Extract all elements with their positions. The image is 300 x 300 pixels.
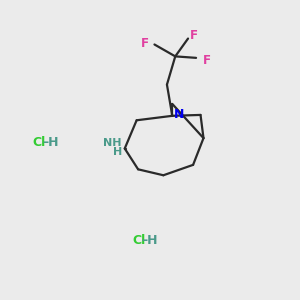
Text: F: F	[202, 54, 211, 67]
Text: –H: –H	[142, 234, 158, 247]
Text: H: H	[112, 147, 122, 157]
Text: Cl: Cl	[32, 136, 46, 149]
Text: NH: NH	[103, 138, 122, 148]
Text: Cl: Cl	[132, 234, 145, 247]
Text: F: F	[190, 29, 197, 42]
Text: F: F	[141, 37, 149, 50]
Text: –H: –H	[42, 136, 59, 149]
Text: N: N	[174, 108, 184, 121]
